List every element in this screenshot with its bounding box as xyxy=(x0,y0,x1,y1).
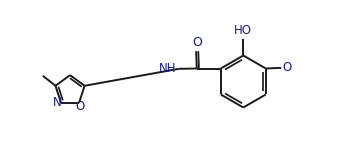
Text: NH: NH xyxy=(159,62,176,75)
Text: O: O xyxy=(192,36,202,49)
Text: O: O xyxy=(75,100,84,113)
Text: N: N xyxy=(53,96,62,109)
Text: HO: HO xyxy=(234,24,252,37)
Text: O: O xyxy=(282,61,291,74)
